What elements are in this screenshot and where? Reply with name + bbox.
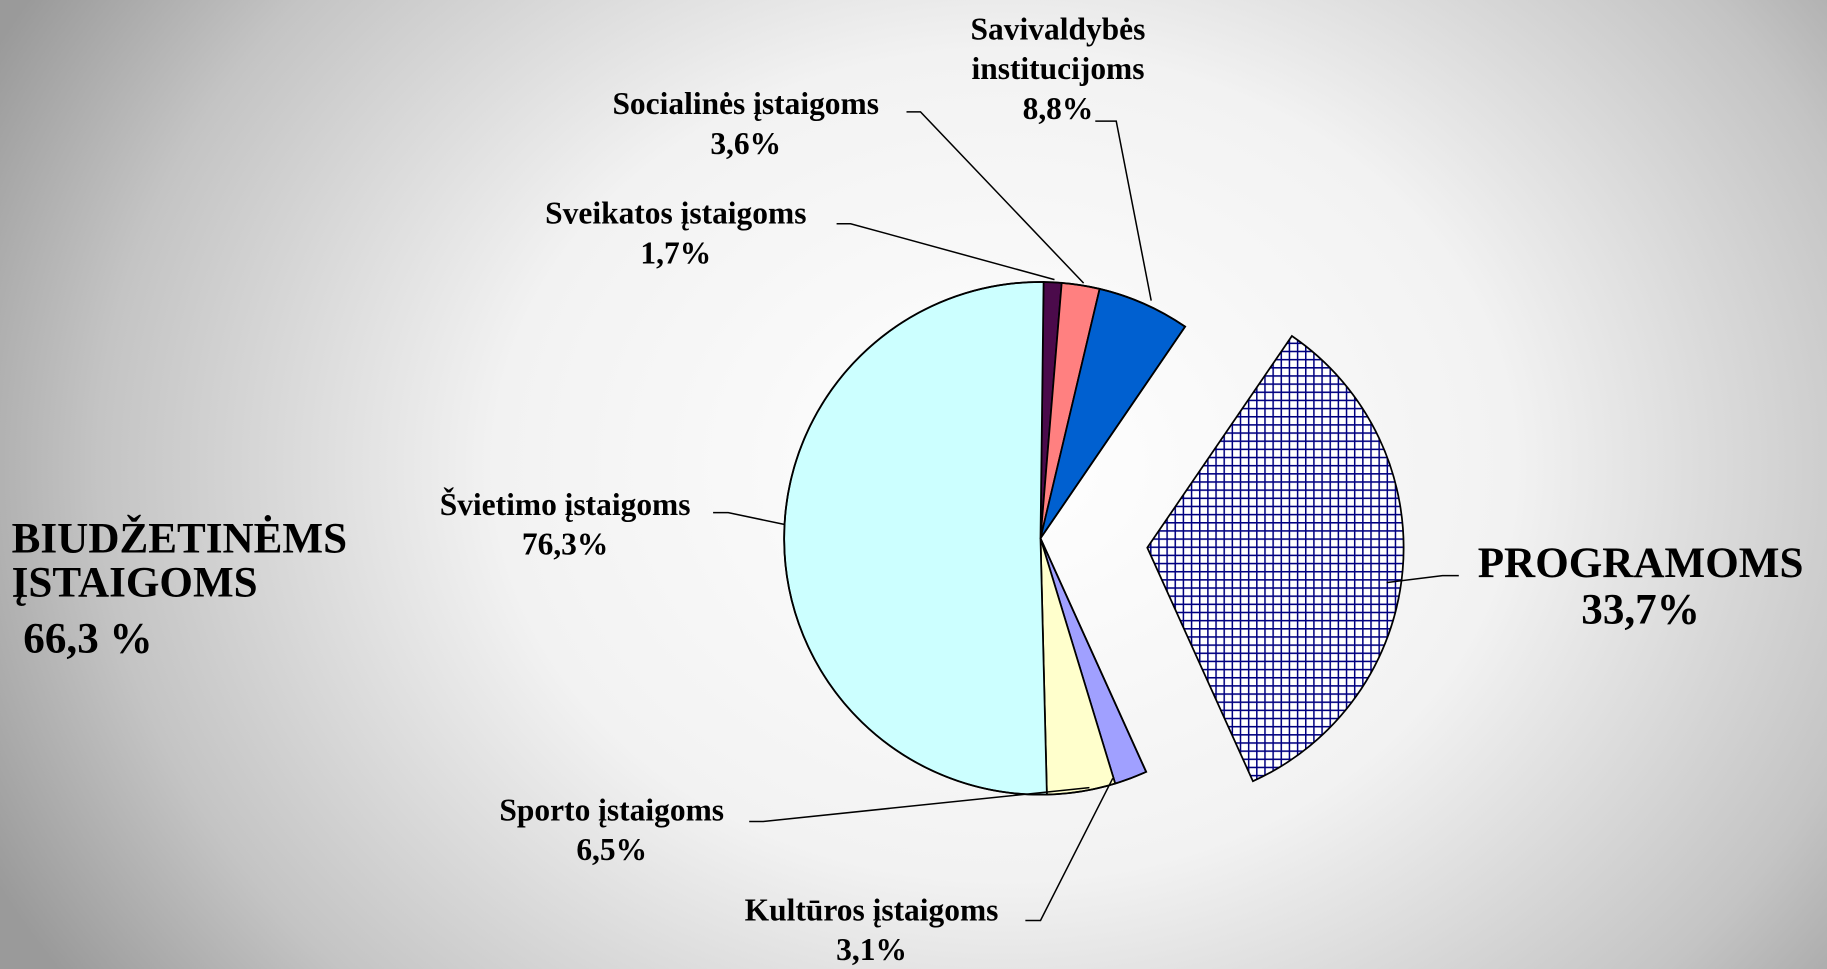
slice-name: Sporto įstaigoms: [499, 792, 725, 828]
budget-label: BIUDŽETINĖMS ĮSTAIGOMS 66,3 %: [12, 517, 385, 661]
slice-value: 1,7%: [640, 235, 712, 271]
slice-value: 8,8%: [1022, 90, 1094, 126]
slice-label: Švietimo įstaigoms 76,3%: [440, 485, 691, 564]
slice-label: Socialinės įstaigoms 3,6%: [612, 84, 879, 163]
part-name: BIUDŽETINĖMS ĮSTAIGOMS: [11, 515, 348, 608]
part-name: PROGRAMOMS: [1477, 539, 1804, 588]
slice-label: Savivaldybės institucijoms 8,8%: [947, 9, 1168, 128]
slice-value: 3,1%: [836, 932, 907, 968]
leader-line: [1025, 777, 1114, 922]
slice-name: Socialinės įstaigoms: [612, 86, 879, 122]
slice-value: 76,3%: [521, 526, 609, 562]
pie-slice: [783, 281, 1048, 796]
slice-value: 3,6%: [710, 125, 782, 161]
leader-line: [749, 786, 1090, 823]
slice-label: Kultūros įstaigoms 3,1%: [745, 890, 999, 969]
leader-line: [713, 511, 785, 526]
leader-line: [1095, 120, 1152, 301]
pie-slice: [1039, 538, 1117, 796]
leader-line: [906, 111, 1085, 284]
programs-label: PROGRAMOMS 33,7%: [1477, 539, 1804, 634]
part-value: 66,3 %: [23, 615, 153, 663]
leader-line: [836, 222, 1055, 281]
pie-slice-exploded: [1146, 334, 1405, 783]
slice-label: Sveikatos įstaigoms 1,7%: [545, 193, 806, 272]
slice-value: 6,5%: [576, 831, 648, 867]
budget-group: [783, 281, 1187, 796]
slice-name: Kultūros įstaigoms: [744, 892, 999, 928]
part-value: 33,7%: [1581, 586, 1700, 634]
slice-name: Švietimo įstaigoms: [439, 487, 691, 523]
slice-label: Sporto įstaigoms 6,5%: [499, 790, 724, 869]
slice-name: Sveikatos įstaigoms: [545, 195, 807, 231]
slice-name: Savivaldybės institucijoms: [970, 11, 1146, 87]
leader-line: [1386, 574, 1459, 584]
